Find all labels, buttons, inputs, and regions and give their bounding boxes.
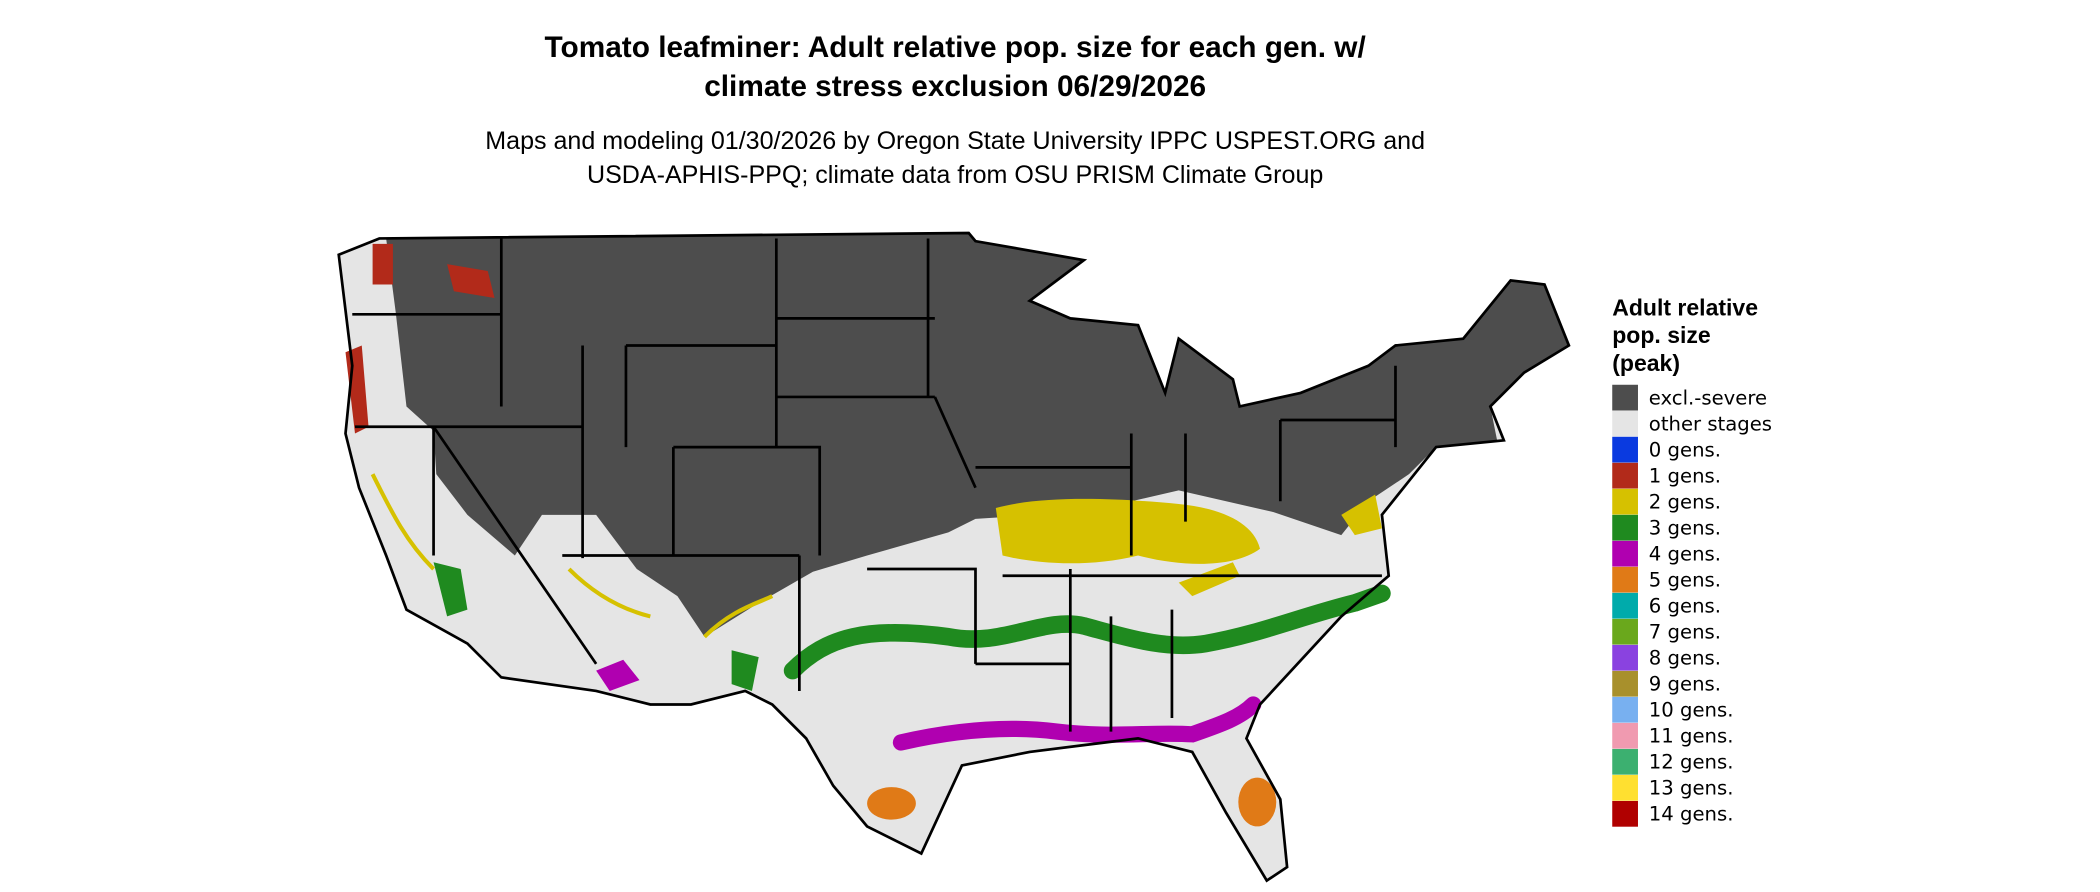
region-excluded <box>386 233 1569 637</box>
region-4-gens <box>596 659 640 691</box>
legend-label: 12 gens. <box>1649 751 1734 774</box>
legend-label: 4 gens. <box>1649 542 1721 565</box>
legend-label: 7 gens. <box>1649 621 1721 644</box>
region-2-gens <box>995 494 1382 597</box>
legend-label: 8 gens. <box>1649 647 1721 670</box>
legend-label: 14 gens. <box>1649 803 1734 826</box>
legend-label: 2 gens. <box>1649 490 1721 513</box>
legend-label: 5 gens. <box>1649 568 1721 591</box>
legend-swatch <box>1612 592 1638 619</box>
region-2-gens <box>370 473 774 639</box>
legend-swatch <box>1612 644 1638 671</box>
legend-swatch <box>1612 384 1638 411</box>
legend-swatch <box>1612 488 1638 515</box>
legend-label: 6 gens. <box>1649 595 1721 618</box>
us-map <box>337 231 1571 883</box>
legend-swatch <box>1612 540 1638 567</box>
legend-swatch <box>1612 410 1638 437</box>
us-outline <box>337 231 1571 883</box>
title-line: Tomato leafminer: Adult relative pop. si… <box>545 31 1366 64</box>
legend-swatch <box>1612 462 1638 489</box>
legend-swatch <box>1612 566 1638 593</box>
legend-swatch <box>1612 748 1638 775</box>
legend-swatch <box>1612 774 1638 801</box>
legend-label: 11 gens. <box>1649 725 1734 748</box>
legend-label: excl.-severe <box>1649 386 1767 409</box>
legend-swatch <box>1612 800 1638 827</box>
legend-label: other stages <box>1649 412 1772 435</box>
legend-label: 3 gens. <box>1649 516 1721 539</box>
legend-label: 0 gens. <box>1649 438 1721 461</box>
subtitle-line: USDA-APHIS-PPQ; climate data from OSU PR… <box>587 161 1323 189</box>
legend-swatch <box>1612 436 1638 463</box>
state-lines <box>352 238 1397 732</box>
legend-label: 9 gens. <box>1649 673 1721 696</box>
region-5-gens <box>1238 777 1277 827</box>
legend: Adult relative pop. size (peak) excl.-se… <box>1612 295 1772 827</box>
legend-swatch <box>1612 670 1638 697</box>
region-5-gens <box>867 787 916 820</box>
legend-swatch <box>1612 722 1638 749</box>
region-4-gens <box>892 696 1262 751</box>
legend-swatch <box>1612 618 1638 645</box>
legend-label: 13 gens. <box>1649 777 1734 800</box>
legend-swatch <box>1612 696 1638 723</box>
legend-label: 1 gens. <box>1649 464 1721 487</box>
legend-swatch <box>1612 514 1638 541</box>
legend-title: Adult relative <box>1612 295 1758 321</box>
title-line: climate stress exclusion 06/29/2026 <box>704 70 1206 103</box>
region-3-gens <box>783 584 1391 680</box>
subtitle-line: Maps and modeling 01/30/2026 by Oregon S… <box>485 127 1425 155</box>
legend-title: (peak) <box>1612 350 1680 376</box>
region-1-gens <box>345 243 495 434</box>
legend-title: pop. size <box>1612 322 1711 348</box>
legend-label: 10 gens. <box>1649 699 1734 722</box>
